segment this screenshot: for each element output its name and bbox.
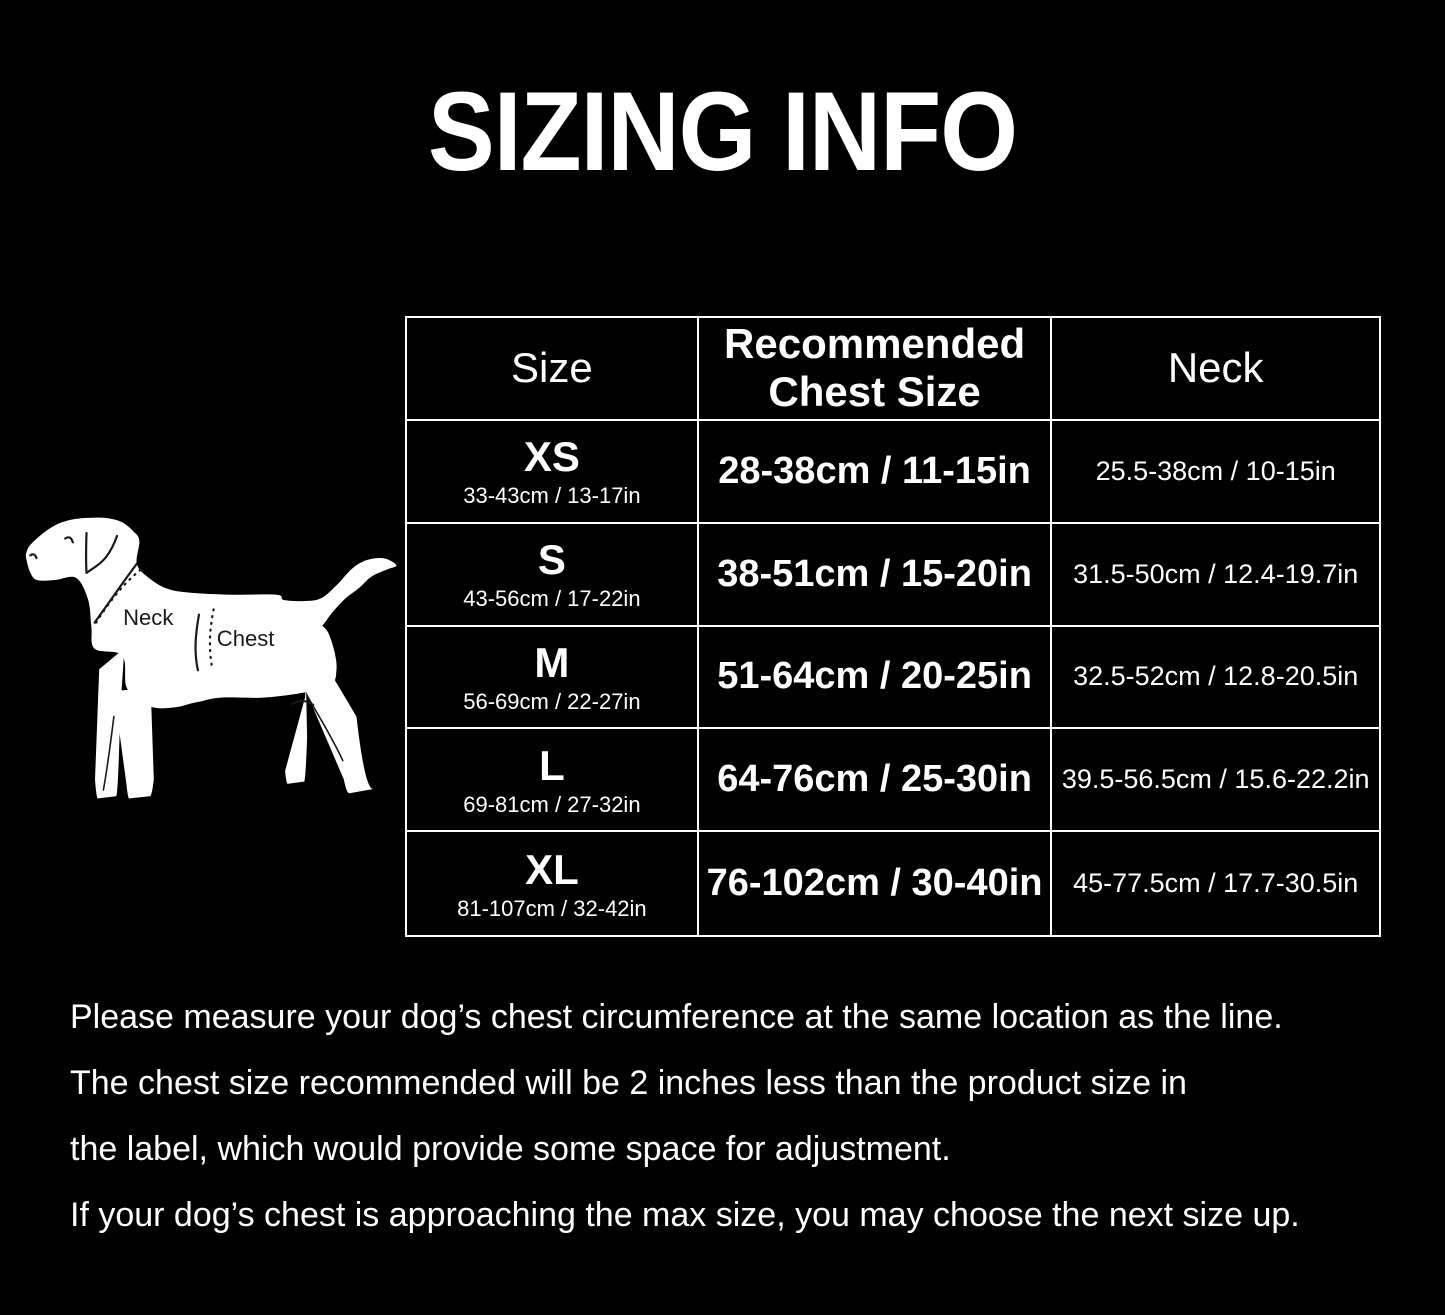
svg-text:Neck: Neck (123, 605, 174, 630)
svg-text:Chest: Chest (217, 626, 275, 651)
